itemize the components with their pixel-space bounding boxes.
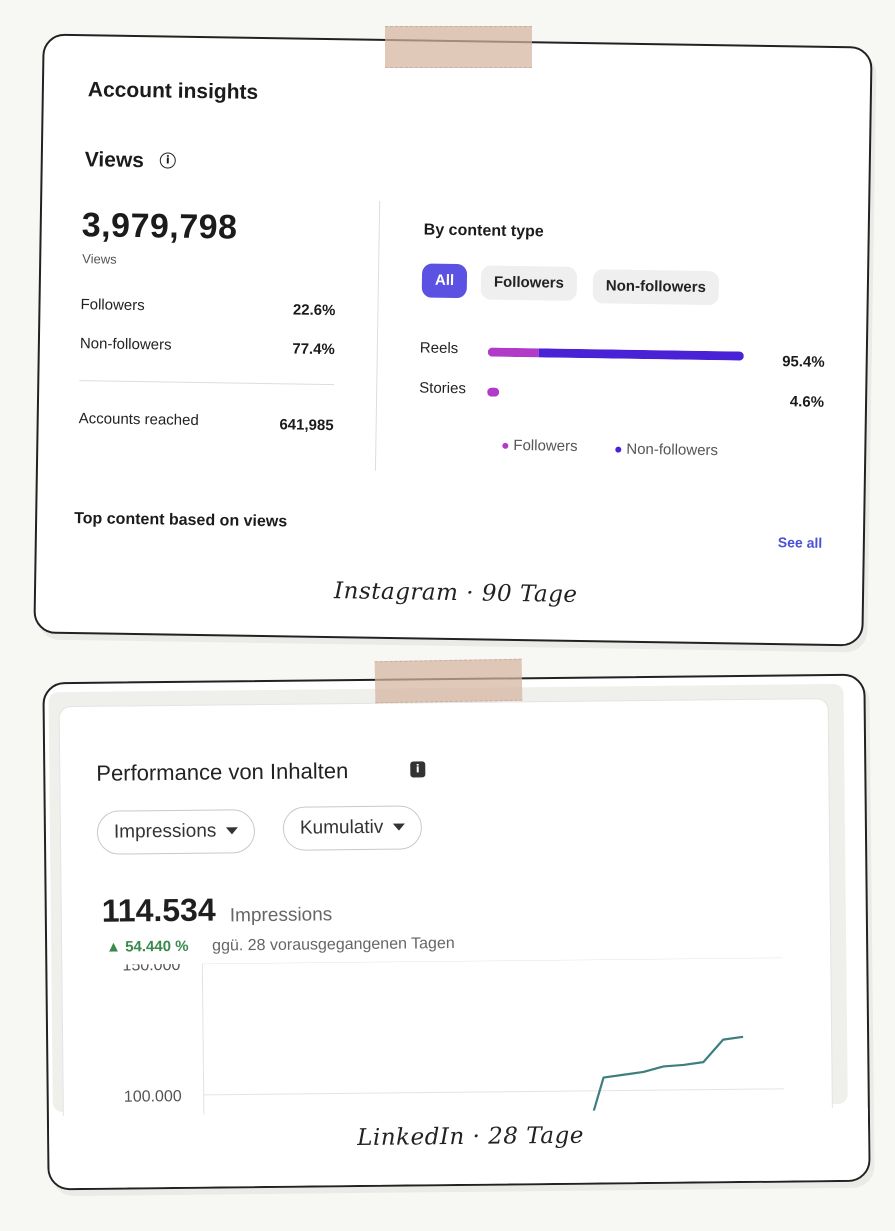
gridline (203, 1088, 784, 1096)
stories-label: Stories (419, 379, 467, 398)
linkedin-performance-card: Performance von Inhalten i Impressions K… (42, 673, 871, 1191)
chevron-down-icon (393, 824, 406, 832)
legend-non-followers: Non-followers (615, 440, 719, 460)
linkedin-title: Performance von Inhalten (96, 758, 349, 786)
followers-value: 22.6% (292, 301, 336, 320)
y-tick-label: 100.000 (124, 1088, 182, 1106)
reels-label: Reels (419, 339, 459, 358)
followers-dot (502, 442, 509, 449)
non-followers-value: 77.4% (292, 340, 335, 359)
y-tick-label: 150.000 (122, 957, 180, 974)
page-title: Account insights (87, 78, 259, 104)
non-followers-dot (615, 446, 622, 453)
total-views-value: 3,979,798 (81, 206, 238, 247)
accounts-reached-value: 641,985 (279, 416, 334, 435)
views-heading: Views (84, 148, 145, 173)
chevron-down-icon (226, 827, 239, 835)
delta-number: 54.440 % (125, 937, 189, 956)
reels-bar (487, 347, 744, 361)
info-icon[interactable]: i (410, 761, 426, 778)
mode-dropdown[interactable]: Kumulativ (282, 805, 423, 851)
delta-value: ▲ 54.440 % (106, 937, 189, 956)
top-content-heading: Top content based on views (74, 510, 288, 531)
by-content-type-heading: By content type (423, 221, 544, 241)
tape-strip (385, 26, 532, 68)
filter-all-button[interactable]: All (421, 263, 468, 299)
stories-followers-segment (487, 387, 500, 397)
delta-text: ggü. 28 vorausgegangenen Tagen (212, 935, 455, 955)
reels-followers-segment (487, 347, 539, 358)
filter-non-followers-button[interactable]: Non-followers (592, 269, 720, 306)
tape-strip (374, 658, 523, 704)
legend-followers: Followers (502, 436, 578, 455)
info-icon[interactable]: i (159, 152, 176, 169)
stories-bar (487, 387, 500, 397)
column-divider (374, 200, 381, 471)
impressions-total: 114.534 (101, 891, 216, 929)
mode-dropdown-label: Kumulativ (299, 816, 384, 839)
caption: LinkedIn · 28 Tage (357, 1122, 585, 1152)
followers-label: Followers (80, 296, 145, 315)
accounts-reached-label: Accounts reached (78, 410, 199, 430)
instagram-insights-card: Account insights Views i 3,979,798 Views… (33, 33, 873, 647)
stories-value: 4.6% (789, 393, 825, 411)
gridline (202, 957, 783, 965)
metric-dropdown-label: Impressions (113, 820, 217, 843)
divider (79, 380, 335, 386)
legend-followers-label: Followers (513, 436, 578, 455)
non-followers-label: Non-followers (79, 335, 172, 354)
legend-non-followers-label: Non-followers (626, 440, 719, 460)
total-views-label: Views (82, 251, 117, 267)
impressions-unit: Impressions (229, 904, 333, 927)
metric-dropdown[interactable]: Impressions (96, 809, 256, 855)
see-all-link[interactable]: See all (777, 534, 823, 551)
filter-followers-button[interactable]: Followers (480, 265, 578, 301)
reels-non-followers-segment (538, 348, 744, 361)
caption: Instagram · 90 Tage (333, 578, 578, 608)
series-line (583, 1035, 744, 1144)
reels-value: 95.4% (782, 353, 825, 371)
linkedin-panel: Performance von Inhalten i Impressions K… (58, 698, 834, 1167)
